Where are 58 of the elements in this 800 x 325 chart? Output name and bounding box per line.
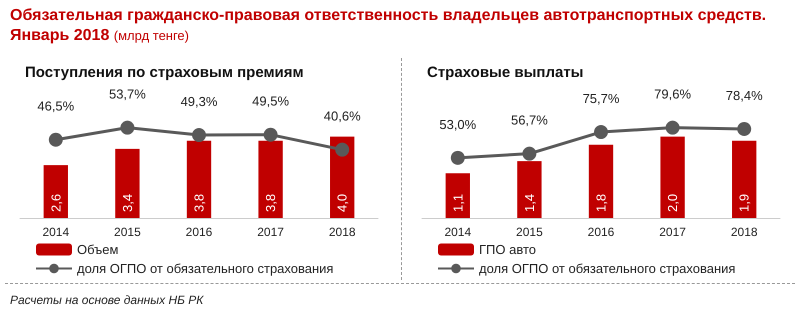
data-label: 79,6%: [654, 86, 692, 102]
legend-label: ГПО авто: [479, 242, 536, 257]
data-label: 3,8: [263, 194, 278, 212]
x-tick-label: 2016: [186, 225, 213, 239]
point: [335, 142, 350, 157]
bar: [330, 136, 354, 218]
data-label: 1,8: [594, 194, 608, 212]
bar: [660, 136, 685, 218]
bar: [517, 161, 542, 218]
data-label: 49,5%: [252, 94, 290, 109]
data-label: 2,6: [48, 194, 64, 212]
x-tick-label: 2017: [257, 225, 284, 239]
data-label: 2,0: [665, 194, 680, 212]
data-label: 1,4: [522, 194, 537, 212]
bar: [732, 140, 756, 218]
data-label: 3,4: [120, 194, 135, 212]
data-label: 78,4%: [726, 88, 764, 103]
x-tick-label: 2018: [730, 225, 758, 239]
point: [522, 146, 536, 161]
chart-title: Страховые выплаты: [427, 64, 584, 81]
data-label: 4,0: [334, 194, 350, 212]
text: Расчеты на основе данных НБ РК: [10, 293, 204, 307]
data-label: 53,0%: [439, 116, 477, 132]
data-label: 1,9: [736, 194, 752, 212]
point: [120, 120, 134, 135]
x-tick-label: 2017: [659, 225, 686, 239]
chart-title: Поступления по страховым премиям: [25, 64, 304, 81]
data-label: 3,8: [192, 194, 206, 212]
bar: [44, 165, 68, 218]
data-label: 1,1: [450, 194, 466, 212]
data-label: 40,6%: [324, 108, 362, 124]
data-label: 56,7%: [510, 112, 548, 128]
x-tick-label: 2018: [328, 225, 356, 239]
bar: [588, 144, 614, 218]
bar: [115, 148, 140, 218]
bar: [446, 173, 470, 218]
text: (млрд тенге): [114, 28, 189, 43]
bar: [258, 140, 283, 218]
legend-label: доля ОГПО от обязательного страхования: [479, 261, 736, 276]
legend-label: Объем: [77, 242, 118, 257]
x-tick-label: 2016: [588, 225, 615, 239]
point: [594, 125, 608, 140]
data-label: 46,5%: [37, 98, 75, 114]
point: [264, 128, 278, 142]
point: [737, 122, 752, 136]
x-tick-label: 2015: [516, 225, 544, 239]
point: [48, 132, 63, 147]
data-label: 53,7%: [108, 86, 146, 102]
bar: [186, 140, 212, 218]
x-tick-label: 2014: [42, 225, 70, 239]
data-label: 75,7%: [582, 91, 620, 106]
point: [666, 120, 680, 135]
x-tick-label: 2014: [444, 225, 472, 239]
x-tick-label: 2015: [114, 225, 142, 239]
point: [192, 128, 206, 142]
point: [450, 150, 465, 165]
data-label: 49,3%: [180, 94, 218, 110]
legend-label: доля ОГПО от обязательного страхования: [77, 261, 334, 276]
